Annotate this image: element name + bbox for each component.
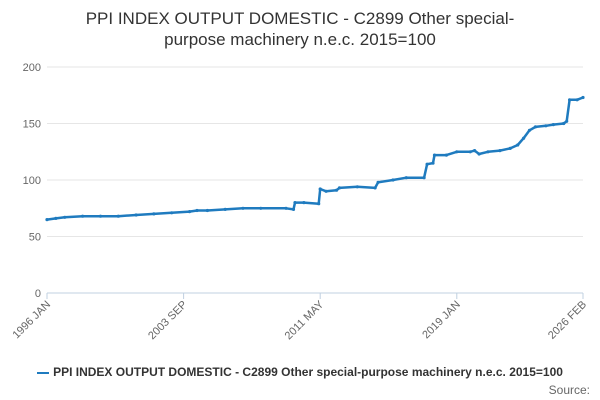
data-point [473, 149, 477, 153]
data-point [544, 124, 548, 128]
data-point [324, 189, 328, 193]
y-tick-label: 150 [23, 119, 41, 131]
data-point [486, 150, 490, 154]
data-point [318, 187, 322, 191]
data-point [522, 136, 526, 140]
data-point [291, 207, 296, 211]
data-point [284, 206, 288, 210]
y-tick-label: 100 [23, 175, 41, 187]
data-point [54, 216, 58, 220]
data-point [81, 214, 85, 218]
data-point [498, 149, 502, 153]
data-point [527, 128, 532, 132]
data-point [422, 176, 426, 180]
chart-title-line-2: purpose machinery n.e.c. 2015=100 [164, 30, 436, 49]
data-point [195, 208, 199, 213]
x-axis: 1996 JAN 2003 SEP 2011 MAY 2019 JAN 2026 FEB [10, 292, 589, 343]
chart-title-line-1: PPI INDEX OUTPUT DOMESTIC - C2899 Other … [85, 9, 515, 28]
data-point [116, 214, 120, 218]
series-line-0 [45, 96, 585, 221]
data-point [45, 218, 49, 222]
y-tick-label: 0 [35, 288, 41, 300]
data-point [508, 146, 512, 150]
data-point [205, 208, 209, 213]
data-point [302, 201, 306, 205]
data-point [551, 123, 555, 127]
data-point [565, 119, 569, 123]
data-point [432, 153, 437, 157]
legend-label: PPI INDEX OUTPUT DOMESTIC - C2899 Other … [53, 365, 563, 379]
data-point [391, 178, 395, 182]
data-point [568, 98, 572, 102]
data-point [170, 211, 174, 215]
data-point [334, 188, 339, 192]
data-point [134, 213, 138, 217]
legend: PPI INDEX OUTPUT DOMESTIC - C2899 Other … [0, 365, 600, 379]
series-group [45, 95, 585, 222]
y-axis-ticks: 0 50 100 150 200 [23, 62, 41, 300]
data-point [516, 143, 520, 147]
data-point [317, 202, 321, 206]
x-tick-label: 2011 MAY [283, 298, 327, 342]
data-point [404, 176, 408, 180]
x-tick-label: 1996 JAN [10, 299, 53, 342]
x-tick-label: 2026 FEB [546, 299, 589, 342]
data-point [63, 215, 67, 219]
data-point [533, 125, 538, 129]
data-point [373, 186, 377, 190]
data-point [152, 212, 156, 216]
data-point [575, 98, 579, 102]
data-point [581, 95, 585, 100]
x-tick-label: 2003 SEP [146, 299, 190, 343]
chart-title: PPI INDEX OUTPUT DOMESTIC - C2899 Other … [0, 8, 600, 50]
data-point [562, 121, 566, 126]
data-point [187, 210, 192, 214]
data-point [98, 214, 103, 218]
data-point [455, 150, 459, 154]
x-tick-label: 2019 JAN [420, 299, 463, 342]
data-point [376, 180, 380, 184]
grid-lines [47, 66, 583, 294]
y-tick-label: 200 [23, 62, 41, 74]
data-point [444, 153, 448, 157]
data-point [259, 206, 263, 210]
data-point [293, 201, 297, 205]
data-point [223, 207, 227, 211]
data-point [425, 162, 429, 166]
legend-swatch [37, 371, 50, 374]
data-point [241, 206, 245, 210]
data-point [337, 186, 342, 190]
source-label: Source: [548, 383, 590, 397]
data-point [468, 150, 472, 154]
data-point [431, 161, 435, 165]
y-tick-label: 50 [29, 232, 41, 244]
data-point [355, 185, 359, 189]
data-point [477, 152, 481, 156]
